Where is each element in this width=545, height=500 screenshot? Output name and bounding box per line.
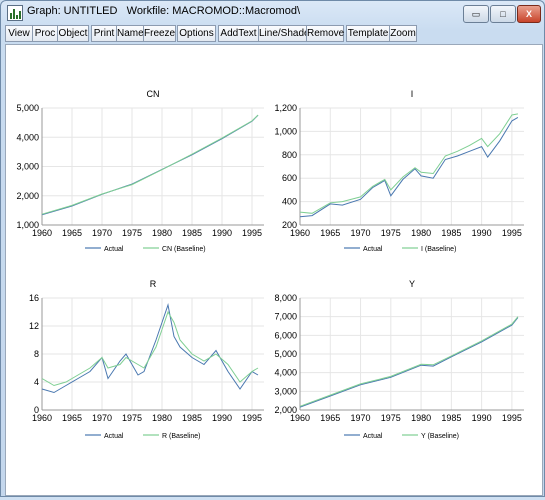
x-tick-label: 1985 xyxy=(441,228,461,238)
x-tick-label: 1970 xyxy=(351,228,371,238)
y-tick-label: 16 xyxy=(29,293,39,303)
series-line-baseline xyxy=(299,316,519,407)
legend-label: Actual xyxy=(363,246,383,253)
view-button[interactable]: View xyxy=(5,25,33,42)
graph-app-icon xyxy=(7,5,23,21)
name-button[interactable]: Name xyxy=(116,25,144,42)
x-tick-label: 1990 xyxy=(212,228,232,238)
freeze-button[interactable]: Freeze xyxy=(143,25,176,42)
y-tick-label: 1,200 xyxy=(274,103,297,113)
series-line-actual xyxy=(41,303,259,394)
title-bar[interactable]: Graph: UNTITLED Workfile: MACROMOD::Macr… xyxy=(1,1,544,23)
lineshade-button[interactable]: Line/Shade xyxy=(258,25,310,42)
y-tick-label: 8,000 xyxy=(274,293,297,303)
chart-title: Y xyxy=(409,279,415,289)
x-tick-label: 1980 xyxy=(411,228,431,238)
legend-label: Actual xyxy=(363,433,383,440)
x-tick-label: 1980 xyxy=(411,413,431,423)
legend-label: I (Baseline) xyxy=(421,246,456,253)
x-tick-label: 1985 xyxy=(441,413,461,423)
y-tick-label: 3,000 xyxy=(16,162,39,172)
y-tick-label: 0 xyxy=(34,405,39,415)
chart-title: CN xyxy=(147,89,160,99)
x-tick-label: 1980 xyxy=(152,228,172,238)
y-tick-label: 8 xyxy=(34,349,39,359)
window-title: Graph: UNTITLED Workfile: MACROMOD::Macr… xyxy=(27,5,301,17)
graph-toolbar: View Proc Object Print Name Freeze Optio… xyxy=(5,25,539,42)
series-line-actual xyxy=(41,114,259,216)
x-tick-label: 1970 xyxy=(92,413,112,423)
y-tick-label: 600 xyxy=(282,173,297,183)
close-button[interactable]: X xyxy=(517,5,541,23)
x-tick-label: 1975 xyxy=(122,228,142,238)
x-tick-label: 1995 xyxy=(242,228,262,238)
x-tick-label: 1985 xyxy=(182,413,202,423)
x-tick-label: 1995 xyxy=(502,413,522,423)
legend-label: Actual xyxy=(104,246,124,253)
x-tick-label: 1975 xyxy=(381,413,401,423)
legend-label: Actual xyxy=(104,433,124,440)
y-tick-label: 1,000 xyxy=(16,220,39,230)
y-tick-label: 4,000 xyxy=(16,132,39,142)
print-button[interactable]: Print xyxy=(91,25,117,42)
remove-button[interactable]: Remove xyxy=(306,25,344,42)
x-tick-label: 1965 xyxy=(62,413,82,423)
y-tick-label: 4 xyxy=(34,377,39,387)
series-line-baseline xyxy=(41,310,259,387)
x-tick-label: 1980 xyxy=(152,413,172,423)
series-line-actual xyxy=(299,116,519,218)
legend-label: Y (Baseline) xyxy=(421,433,459,440)
x-tick-label: 1965 xyxy=(320,228,340,238)
y-tick-label: 7,000 xyxy=(274,312,297,322)
x-tick-label: 1990 xyxy=(212,413,232,423)
x-tick-label: 1975 xyxy=(122,413,142,423)
x-tick-label: 1960 xyxy=(32,228,52,238)
y-tick-label: 5,000 xyxy=(274,349,297,359)
y-tick-label: 200 xyxy=(282,220,297,230)
x-tick-label: 1965 xyxy=(62,228,82,238)
x-tick-label: 1965 xyxy=(320,413,340,423)
y-tick-label: 400 xyxy=(282,197,297,207)
y-tick-label: 800 xyxy=(282,150,297,160)
x-tick-label: 1995 xyxy=(242,413,262,423)
x-tick-label: 1990 xyxy=(472,413,492,423)
series-line-baseline xyxy=(41,114,259,215)
series-line-actual xyxy=(299,317,519,408)
options-button[interactable]: Options xyxy=(177,25,216,42)
x-tick-label: 1970 xyxy=(351,413,371,423)
y-tick-label: 5,000 xyxy=(16,103,39,113)
x-tick-label: 1960 xyxy=(290,413,310,423)
y-tick-label: 1,000 xyxy=(274,126,297,136)
y-tick-label: 3,000 xyxy=(274,386,297,396)
proc-button[interactable]: Proc xyxy=(32,25,58,42)
y-tick-label: 4,000 xyxy=(274,368,297,378)
x-tick-label: 1970 xyxy=(92,228,112,238)
x-tick-label: 1975 xyxy=(381,228,401,238)
x-tick-label: 1960 xyxy=(32,413,52,423)
y-tick-label: 12 xyxy=(29,321,39,331)
legend-label: CN (Baseline) xyxy=(162,246,206,253)
x-tick-label: 1995 xyxy=(502,228,522,238)
minimize-button[interactable]: ▭ xyxy=(463,5,489,23)
maximize-button[interactable]: □ xyxy=(490,5,516,23)
series-line-baseline xyxy=(299,113,518,214)
object-button[interactable]: Object xyxy=(57,25,89,42)
graph-canvas: CN 1,000 2,000 3,000 4,000 5,000 1960 1965 1970 1… xyxy=(5,44,543,496)
chart-title: I xyxy=(411,89,414,99)
y-tick-label: 2,000 xyxy=(274,405,297,415)
y-tick-label: 2,000 xyxy=(16,191,39,201)
x-tick-label: 1960 xyxy=(290,228,310,238)
legend-label: R (Baseline) xyxy=(162,433,201,440)
addtext-button[interactable]: AddText xyxy=(218,25,259,42)
x-tick-label: 1990 xyxy=(472,228,492,238)
x-tick-label: 1985 xyxy=(182,228,202,238)
chart-title: R xyxy=(150,279,157,289)
y-tick-label: 6,000 xyxy=(274,330,297,340)
zoom-button[interactable]: Zoom xyxy=(389,25,417,42)
multi-graph-svg: CN 1,000 2,000 3,000 4,000 5,000 1960 1965 1970 1… xyxy=(16,89,524,440)
template-button[interactable]: Template xyxy=(346,25,390,42)
